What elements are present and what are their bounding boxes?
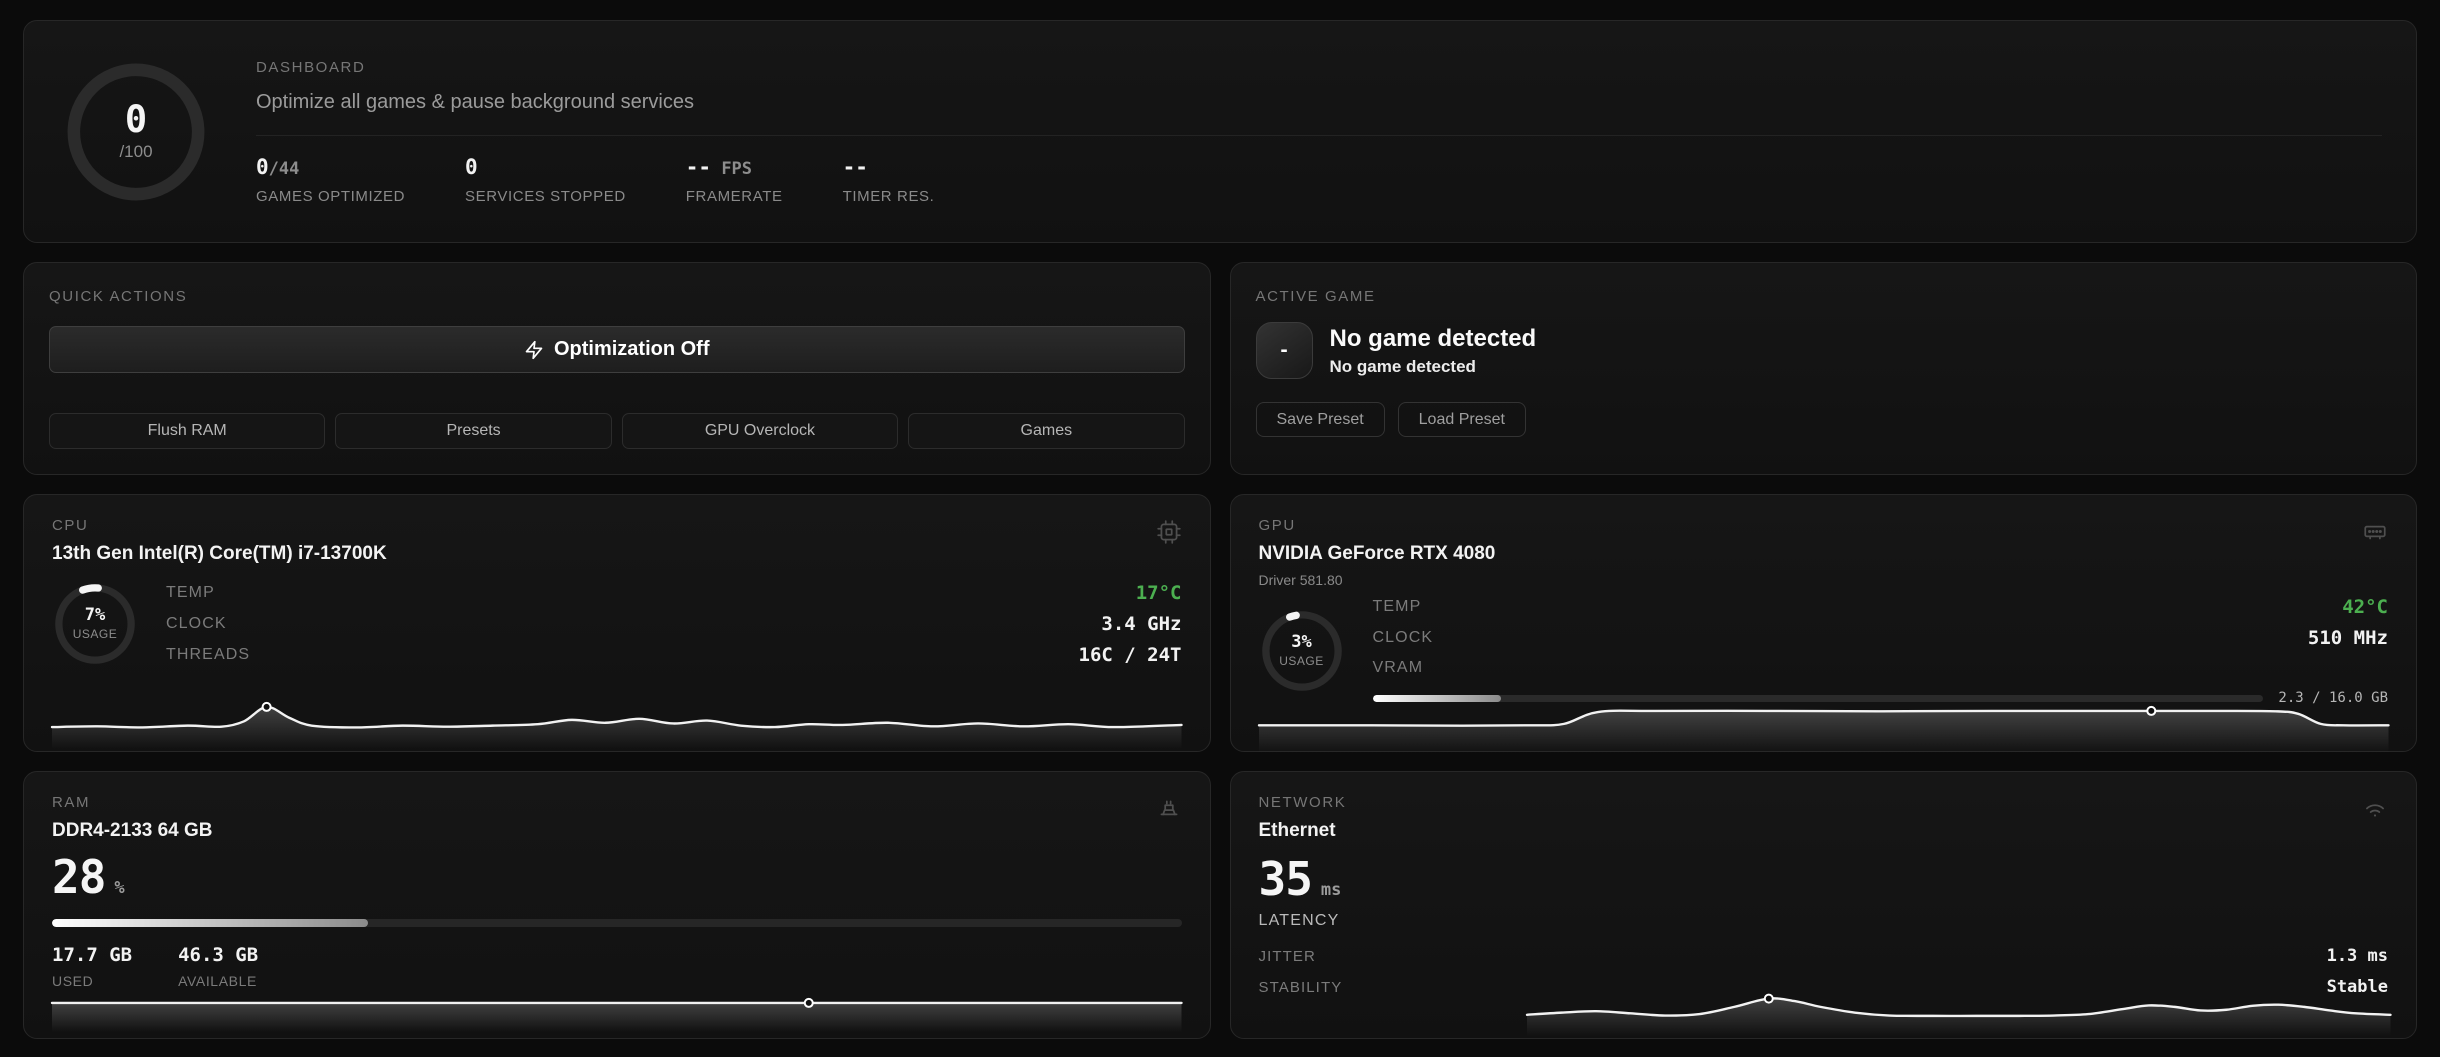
score-gauge: 0 /100 — [62, 58, 210, 206]
stat-games-optimized: 0/44 GAMES OPTIMIZED — [256, 154, 406, 205]
ram-used-stat: 17.7 GB USED — [52, 944, 133, 989]
cpu-section-label: CPU — [52, 517, 89, 534]
load-preset-button[interactable]: Load Preset — [1397, 402, 1526, 437]
stat-timer-res: -- TIMER RES. — [842, 154, 935, 205]
active-game-subtitle: No game detected — [1329, 356, 1476, 376]
gpu-temp-row: TEMP 42°C — [1372, 596, 2389, 618]
ram-title: DDR4-2133 64 GB — [52, 820, 213, 841]
ram-usage-percent: 28 — [52, 850, 106, 904]
gpu-driver-version: Driver 581.80 — [1258, 572, 1343, 588]
stat-framerate: -- FPS FRAMERATE — [685, 154, 783, 205]
wifi-icon — [2362, 796, 2388, 827]
ram-section-label: RAM — [52, 794, 91, 811]
ram-usage-bar — [52, 919, 1182, 927]
ram-available-stat: 46.3 GB AVAILABLE — [178, 944, 259, 989]
network-section-label: NETWORK — [1258, 794, 1347, 811]
dashboard-section-label: DASHBOARD — [256, 58, 366, 76]
cpu-threads-row: THREADS 16C / 24T — [166, 644, 1182, 666]
dashboard-panel: 0 /100 DASHBOARD Optimize all games & pa… — [23, 20, 2417, 243]
game-icon-tile: - — [1255, 322, 1313, 379]
quick-actions-label: QUICK ACTIONS — [49, 288, 188, 305]
cpu-temp-row: TEMP 17°C — [166, 582, 1182, 604]
gpu-vram-row: VRAM — [1372, 659, 1424, 676]
optimization-toggle-label: Optimization Off — [553, 338, 710, 360]
score-max: /100 — [119, 142, 153, 161]
network-stability-row: STABILITY Stable — [1258, 977, 2389, 997]
gpu-panel: GPU NVIDIA GeForce RTX 4080 Driver 581.8… — [1229, 494, 2417, 753]
ram-usage-unit: % — [114, 878, 125, 898]
ram-usage-sparkline — [50, 992, 1183, 1032]
gpu-card-icon — [2362, 519, 2388, 550]
zap-icon — [524, 340, 544, 360]
save-preset-button[interactable]: Save Preset — [1255, 402, 1385, 437]
network-latency-sparkline — [1525, 986, 2392, 1036]
network-latency-label: LATENCY — [1258, 912, 1340, 929]
network-latency-unit: ms — [1320, 880, 1342, 900]
optimization-toggle-button[interactable]: Optimization Off — [49, 326, 1185, 373]
active-game-title: No game detected — [1329, 324, 1537, 352]
gpu-title: NVIDIA GeForce RTX 4080 — [1258, 543, 1496, 564]
gpu-clock-row: CLOCK 510 MHz — [1372, 627, 2389, 649]
gpu-overclock-button[interactable]: GPU Overclock — [621, 413, 899, 449]
stat-services-stopped: 0 SERVICES STOPPED — [465, 154, 626, 205]
gpu-usage-gauge: 3% USAGE — [1259, 608, 1345, 694]
dashboard-stats: 0/44 GAMES OPTIMIZED 0 SERVICES STOPPED … — [256, 155, 2382, 205]
memory-stick-icon — [1156, 796, 1182, 827]
gpu-usage-sparkline — [1257, 703, 2390, 753]
score-value: 0 — [124, 98, 148, 141]
dashboard-description: Optimize all games & pause background se… — [256, 90, 694, 113]
cpu-usage-sparkline — [50, 699, 1183, 749]
cpu-chip-icon — [1156, 519, 1182, 550]
network-title: Ethernet — [1258, 820, 1336, 841]
network-panel: NETWORK Ethernet 35 ms LATENCY JI — [1229, 771, 2417, 1039]
cpu-title: 13th Gen Intel(R) Core(TM) i7-13700K — [52, 543, 387, 564]
gpu-vram-bar: 2.3 / 16.0 GB — [1372, 690, 2388, 706]
cpu-panel: CPU 13th Gen Intel(R) Core(TM) i7-13700K… — [23, 494, 1211, 752]
presets-button[interactable]: Presets — [335, 413, 612, 449]
network-jitter-row: JITTER 1.3 ms — [1258, 946, 2389, 966]
gpu-vram-usage-text: 2.3 / 16.0 GB — [2278, 690, 2388, 706]
cpu-usage-gauge: 7% USAGE — [52, 581, 138, 667]
active-game-label: ACTIVE GAME — [1255, 288, 1376, 305]
dashboard-divider — [256, 134, 2382, 136]
active-game-panel: ACTIVE GAME - No game detected No game d… — [1229, 262, 2417, 475]
games-button[interactable]: Games — [908, 413, 1185, 449]
gpu-section-label: GPU — [1258, 517, 1296, 534]
ram-panel: RAM DDR4-2133 64 GB 28 % — [23, 771, 1211, 1039]
cpu-clock-row: CLOCK 3.4 GHz — [166, 613, 1182, 635]
quick-actions-panel: QUICK ACTIONS Optimization Off Flush RAM… — [23, 262, 1211, 475]
flush-ram-button[interactable]: Flush RAM — [49, 413, 326, 449]
network-latency-value: 35 — [1258, 852, 1313, 906]
